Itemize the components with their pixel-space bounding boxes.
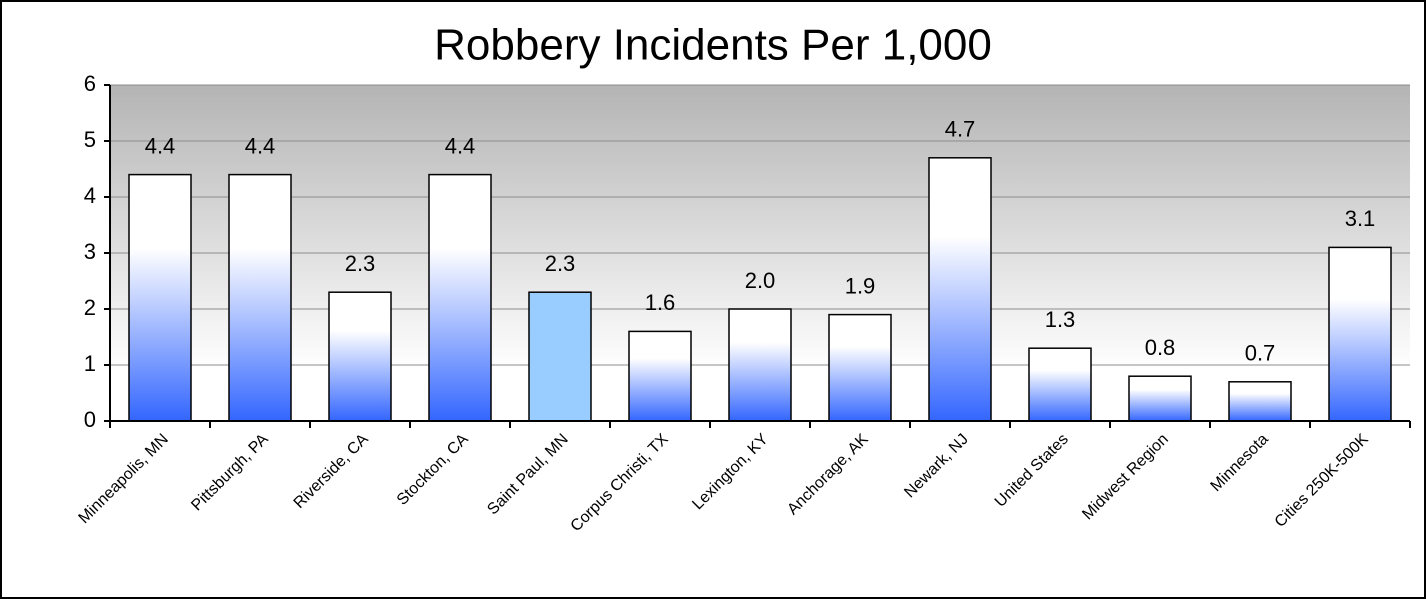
value-label: 4.4 [445, 133, 476, 158]
value-label: 4.4 [245, 133, 276, 158]
bar [128, 173, 192, 422]
value-label: 2.3 [345, 251, 376, 276]
y-tick-label: 3 [84, 239, 96, 264]
bar [528, 291, 592, 422]
value-label: 1.9 [845, 273, 876, 298]
bar [228, 173, 292, 422]
chart-title: Robbery Incidents Per 1,000 [434, 21, 992, 70]
value-label: 2.3 [545, 251, 576, 276]
value-label: 0.8 [1145, 335, 1176, 360]
bar [1228, 381, 1292, 422]
value-label: 3.1 [1345, 206, 1376, 231]
bar [1328, 246, 1392, 422]
value-label: 1.3 [1045, 307, 1076, 332]
bar [1028, 347, 1092, 422]
value-label: 2.0 [745, 268, 776, 293]
value-label: 4.4 [145, 133, 176, 158]
bar [428, 173, 492, 422]
value-label: 1.6 [645, 290, 676, 315]
bar [328, 291, 392, 422]
y-tick-label: 5 [84, 127, 96, 152]
bar [928, 157, 992, 422]
bar [1128, 375, 1192, 422]
bar [728, 308, 792, 422]
y-tick-label: 1 [84, 351, 96, 376]
y-tick-label: 4 [84, 183, 96, 208]
value-label: 4.7 [945, 117, 976, 142]
y-tick-label: 6 [84, 71, 96, 96]
bar [628, 330, 692, 422]
bar [828, 313, 892, 422]
y-tick-label: 0 [84, 407, 96, 432]
value-label: 0.7 [1245, 341, 1276, 366]
y-tick-label: 2 [84, 295, 96, 320]
